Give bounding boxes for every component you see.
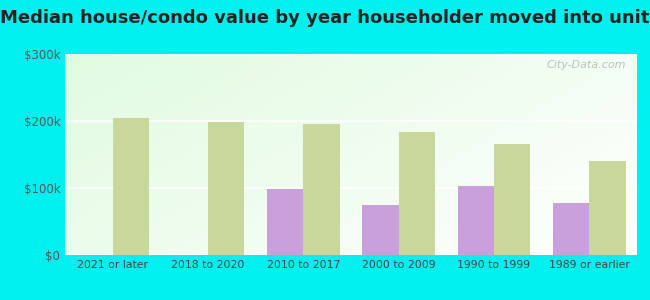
- Text: Median house/condo value by year householder moved into unit: Median house/condo value by year househo…: [0, 9, 650, 27]
- Bar: [590, 161, 625, 255]
- Bar: [398, 132, 435, 255]
- Bar: [553, 203, 590, 255]
- Text: City-Data.com: City-Data.com: [546, 60, 625, 70]
- Bar: [112, 118, 149, 255]
- Bar: [304, 124, 339, 255]
- Bar: [458, 186, 494, 255]
- Bar: [267, 189, 304, 255]
- Bar: [363, 205, 398, 255]
- Bar: [208, 122, 244, 255]
- Bar: [494, 144, 530, 255]
